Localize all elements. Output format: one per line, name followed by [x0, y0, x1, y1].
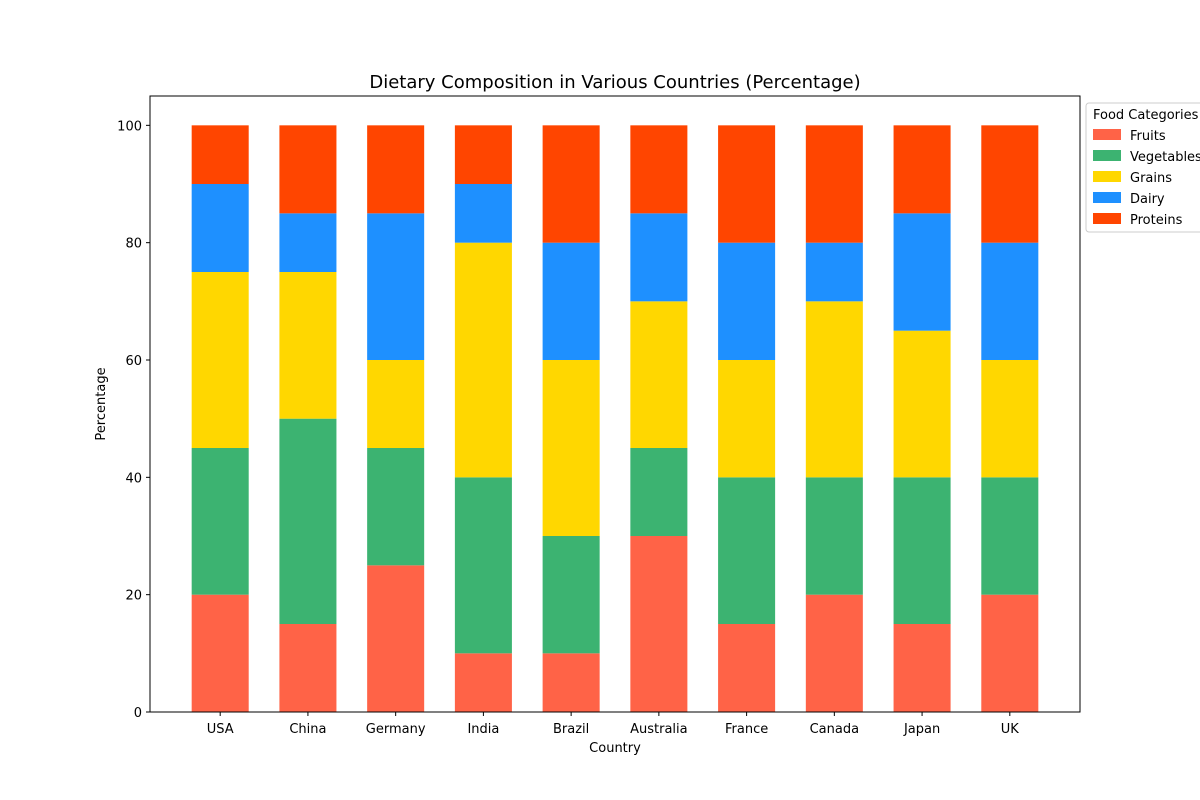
y-tick-label: 80 — [125, 237, 142, 252]
y-tick-label: 60 — [125, 354, 142, 369]
bar-vegetables-canada — [805, 477, 863, 595]
x-tick-label: Canada — [810, 722, 859, 737]
legend-swatch-proteins — [1093, 213, 1121, 224]
bar-fruits-france — [718, 624, 776, 712]
bar-proteins-australia — [630, 125, 688, 214]
bar-dairy-france — [718, 242, 776, 360]
bar-grains-france — [718, 360, 776, 478]
bar-dairy-uk — [981, 242, 1039, 360]
bar-fruits-india — [454, 653, 512, 712]
bar-proteins-uk — [981, 125, 1039, 243]
x-tick-label: Australia — [630, 722, 688, 737]
bar-vegetables-france — [718, 477, 776, 624]
bar-fruits-germany — [367, 565, 425, 712]
bar-fruits-china — [279, 624, 337, 712]
bar-grains-usa — [191, 272, 249, 448]
bar-fruits-brazil — [542, 653, 600, 712]
chart-title: Dietary Composition in Various Countries… — [369, 72, 860, 93]
bar-dairy-japan — [893, 213, 951, 331]
bar-proteins-usa — [191, 125, 249, 184]
bar-fruits-japan — [893, 624, 951, 712]
bar-fruits-uk — [981, 594, 1039, 712]
bar-proteins-canada — [805, 125, 863, 243]
bar-vegetables-usa — [191, 448, 249, 595]
legend-label-grains: Grains — [1130, 171, 1172, 186]
bar-fruits-usa — [191, 594, 249, 712]
y-tick-label: 100 — [117, 119, 142, 134]
x-tick-label: UK — [1001, 722, 1020, 737]
bar-vegetables-japan — [893, 477, 951, 624]
bar-grains-india — [454, 242, 512, 478]
bar-vegetables-germany — [367, 448, 425, 566]
bar-vegetables-india — [454, 477, 512, 654]
legend-label-dairy: Dairy — [1130, 192, 1165, 207]
y-tick-label: 20 — [125, 589, 142, 604]
x-tick-label: India — [467, 722, 499, 737]
bar-vegetables-uk — [981, 477, 1039, 595]
x-tick-label: Germany — [366, 722, 426, 737]
bar-grains-australia — [630, 301, 688, 448]
y-axis-label: Percentage — [94, 367, 109, 440]
bar-proteins-china — [279, 125, 337, 214]
bar-dairy-brazil — [542, 242, 600, 360]
x-tick-label: China — [289, 722, 326, 737]
bar-vegetables-australia — [630, 448, 688, 536]
bar-fruits-australia — [630, 536, 688, 712]
x-axis: USA China Germany India Brazil Australia Franc… — [207, 712, 1020, 737]
bars-group — [191, 125, 1039, 712]
bar-grains-uk — [981, 360, 1039, 478]
bar-dairy-china — [279, 213, 337, 272]
bar-dairy-usa — [191, 184, 249, 272]
bar-dairy-germany — [367, 213, 425, 360]
bar-vegetables-china — [279, 418, 337, 624]
bar-proteins-brazil — [542, 125, 600, 243]
legend-label-vegetables: Vegetables — [1130, 150, 1200, 165]
bar-proteins-india — [454, 125, 512, 184]
legend-label-fruits: Fruits — [1130, 129, 1166, 144]
legend: Food Categories Fruits Vegetables Grains Da… — [1085, 102, 1200, 233]
x-tick-label: USA — [207, 722, 234, 737]
legend-swatch-grains — [1093, 171, 1121, 182]
y-axis: 0 20 40 60 80 100 — [117, 119, 150, 721]
bar-proteins-france — [718, 125, 776, 243]
legend-swatch-dairy — [1093, 192, 1121, 203]
y-tick-label: 0 — [134, 706, 142, 721]
bar-grains-canada — [805, 301, 863, 478]
x-tick-label: Brazil — [553, 722, 589, 737]
bar-proteins-japan — [893, 125, 951, 214]
bar-fruits-canada — [805, 594, 863, 712]
x-axis-label: Country — [589, 741, 641, 756]
bar-grains-china — [279, 272, 337, 419]
bar-grains-brazil — [542, 360, 600, 536]
legend-swatch-fruits — [1093, 129, 1121, 140]
x-tick-label: France — [725, 722, 768, 737]
legend-label-proteins: Proteins — [1130, 213, 1183, 228]
bar-dairy-india — [454, 184, 512, 243]
x-tick-label: Japan — [903, 722, 940, 737]
bar-grains-germany — [367, 360, 425, 448]
plot-frame — [149, 95, 1081, 713]
bar-dairy-australia — [630, 213, 688, 302]
bar-grains-japan — [893, 330, 951, 478]
bar-dairy-canada — [805, 242, 863, 302]
bar-vegetables-brazil — [542, 536, 600, 654]
legend-title: Food Categories — [1093, 108, 1199, 123]
bar-proteins-germany — [367, 125, 425, 214]
legend-swatch-vegetables — [1093, 150, 1121, 161]
y-tick-label: 40 — [125, 471, 142, 486]
